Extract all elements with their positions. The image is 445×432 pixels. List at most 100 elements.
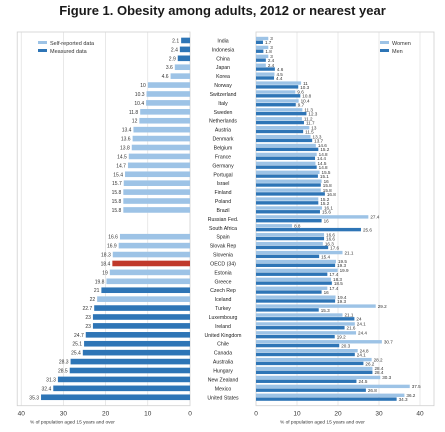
women-bar	[256, 161, 316, 166]
men-bar	[256, 147, 319, 152]
men-value-label: 13.7	[314, 138, 323, 143]
country-label: India	[217, 38, 228, 44]
left-value-label: 28.3	[59, 360, 69, 366]
women-bar	[256, 215, 369, 219]
country-label: China	[216, 56, 230, 62]
women-bar	[256, 206, 323, 210]
left-value-label: 22.7	[82, 306, 92, 312]
left-bar	[140, 109, 190, 115]
country-label: Iceland	[215, 297, 232, 303]
left-bar	[123, 198, 190, 204]
left-bar	[118, 242, 190, 249]
left-bar	[174, 64, 190, 71]
women-bar	[256, 349, 358, 353]
left-bar	[170, 73, 190, 79]
men-bar	[256, 343, 340, 348]
women-value-label: 30.3	[382, 375, 391, 380]
country-label: Belgium	[214, 146, 233, 152]
country-label: Finland	[214, 190, 231, 196]
country-label: Spain	[216, 235, 229, 241]
country-label: Sweden	[214, 110, 233, 116]
women-value-label: 3	[270, 36, 273, 41]
men-value-label: 14.4	[317, 156, 326, 161]
men-bar	[256, 254, 320, 259]
men-value-label: 15.2	[320, 147, 329, 152]
left-value-label: 22	[90, 297, 96, 303]
women-bar	[256, 81, 302, 85]
left-tick-label: 20	[102, 411, 110, 418]
men-value-label: 18.5	[334, 281, 343, 286]
left-bar	[119, 233, 190, 240]
men-value-label: 24.1	[357, 352, 366, 357]
right-tick-label: 0	[254, 411, 258, 418]
left-value-label: 10	[140, 83, 146, 89]
men-value-label: 1.8	[265, 49, 272, 54]
left-value-label: 16.9	[107, 244, 117, 250]
left-value-label: 23	[85, 324, 91, 330]
men-bar	[256, 299, 336, 303]
chart-title: Figure 1. Obesity among adults, 2012 or …	[59, 3, 386, 18]
women-value-label: 11.2	[304, 116, 313, 121]
men-value-label: 16	[324, 219, 330, 224]
women-bar	[256, 90, 296, 94]
men-bar	[256, 103, 296, 107]
left-tick-label: 0	[188, 411, 192, 418]
left-value-label: 23	[85, 315, 91, 321]
left-value-label: 15.8	[112, 199, 122, 205]
left-value-label: 14.7	[116, 163, 126, 169]
left-panel-frame	[16, 31, 191, 407]
men-value-label: 25.6	[363, 228, 372, 233]
women-value-label: 4.5	[276, 72, 283, 77]
women-bar	[256, 143, 316, 148]
men-bar	[256, 67, 275, 71]
right-axis-title: % of population aged 15 years and over	[280, 420, 365, 426]
left-bar	[125, 171, 190, 178]
right-tick-label: 10	[293, 411, 301, 418]
women-bar	[256, 72, 275, 76]
men-bar	[256, 183, 321, 187]
left-bar	[179, 46, 190, 53]
left-value-label: 28.5	[58, 369, 68, 375]
women-value-label: 11.3	[304, 108, 313, 113]
left-bar	[57, 376, 190, 383]
women-bar	[256, 117, 302, 121]
women-bar	[256, 277, 332, 282]
women-bar	[256, 286, 328, 290]
left-bar	[85, 332, 190, 338]
women-value-label: 13	[311, 125, 317, 130]
left-bar	[146, 91, 190, 97]
left-value-label: 15.8	[112, 208, 122, 214]
women-bar	[256, 45, 269, 50]
men-value-label: 16	[324, 290, 330, 295]
women-value-label: 3	[270, 45, 273, 50]
left-value-label: 16.6	[108, 235, 118, 241]
country-label: Brazil	[217, 208, 230, 214]
left-bar	[101, 287, 190, 294]
country-label: Australia	[213, 360, 233, 366]
women-bar	[256, 340, 382, 344]
country-label: Austria	[215, 128, 231, 134]
men-bar	[256, 76, 275, 80]
women-value-label: 16	[324, 179, 330, 184]
left-bar	[84, 340, 190, 347]
men-value-label: 15.3	[321, 308, 330, 313]
country-label: Slovak Rep	[210, 244, 237, 250]
men-value-label: 19.2	[337, 335, 346, 340]
men-bar	[256, 245, 329, 250]
men-bar	[256, 40, 263, 44]
left-bar	[123, 207, 190, 213]
women-value-label: 21.1	[345, 250, 354, 255]
women-value-label: 19.9	[340, 268, 349, 273]
men-bar	[256, 165, 317, 169]
men-value-label: 12.3	[308, 112, 317, 117]
men-value-label: 17.4	[329, 272, 338, 277]
men-value-label: 2.4	[268, 58, 275, 63]
left-axis-title: % of population aged 15 years and over	[30, 420, 115, 426]
country-label: Korea	[216, 74, 230, 80]
women-value-label: 13.3	[313, 134, 322, 139]
left-bar	[69, 367, 190, 374]
women-value-label: 29.2	[378, 304, 387, 309]
women-value-label: 14.8	[319, 152, 328, 157]
left-tick-label: 40	[18, 411, 26, 418]
country-label: Hungary	[213, 369, 233, 375]
